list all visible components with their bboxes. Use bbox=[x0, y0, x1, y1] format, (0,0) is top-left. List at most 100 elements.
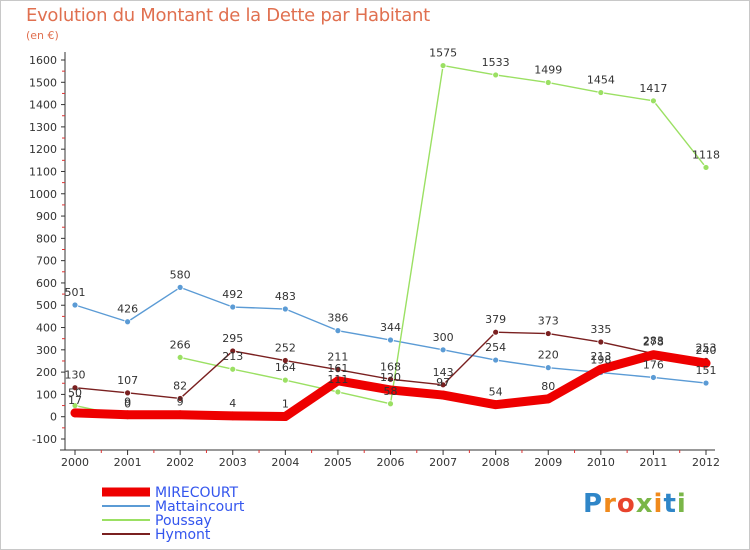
data-label-mattaincourt: 501 bbox=[65, 286, 86, 299]
data-label-poussay: 164 bbox=[275, 361, 296, 374]
data-label-hymont: 168 bbox=[380, 360, 401, 373]
chart-subtitle: (en €) bbox=[26, 29, 59, 42]
data-label-hymont: 82 bbox=[173, 379, 187, 392]
x-tick-label: 2010 bbox=[587, 456, 615, 469]
data-label-hymont: 252 bbox=[275, 342, 296, 355]
data-label-hymont: 295 bbox=[222, 332, 243, 345]
x-tick-label: 2003 bbox=[219, 456, 247, 469]
y-tick-label: 1600 bbox=[29, 54, 57, 67]
data-label-mirecourt: 1 bbox=[282, 397, 289, 410]
data-point-mirecourt bbox=[175, 410, 185, 420]
data-point-poussay bbox=[281, 376, 289, 384]
y-tick-label: 1000 bbox=[29, 188, 57, 201]
data-point-mirecourt bbox=[438, 390, 448, 400]
data-label-poussay: 1575 bbox=[429, 47, 457, 60]
x-tick-label: 2007 bbox=[429, 456, 457, 469]
data-point-mattaincourt bbox=[650, 374, 657, 381]
data-label-poussay: 1499 bbox=[534, 64, 562, 77]
y-tick-label: 500 bbox=[36, 299, 57, 312]
x-tick-label: 2011 bbox=[639, 456, 667, 469]
data-point-mirecourt bbox=[701, 358, 711, 368]
data-label-poussay: 213 bbox=[222, 350, 243, 363]
y-tick-label: 800 bbox=[36, 232, 57, 245]
x-tick-label: 2002 bbox=[166, 456, 194, 469]
data-label-hymont: 379 bbox=[485, 313, 506, 326]
data-label-mattaincourt: 176 bbox=[643, 358, 664, 371]
data-point-mattaincourt bbox=[229, 303, 237, 311]
data-label-hymont: 335 bbox=[590, 323, 611, 336]
data-point-mattaincourt bbox=[124, 318, 131, 326]
y-tick-label: 100 bbox=[36, 388, 57, 401]
y-tick-label: 1200 bbox=[29, 143, 57, 156]
y-tick-label: -100 bbox=[32, 433, 57, 446]
data-label-mirecourt: 161 bbox=[327, 362, 348, 375]
data-label-hymont: 107 bbox=[117, 374, 138, 387]
data-label-poussay: 50 bbox=[68, 387, 82, 400]
x-tick-label: 2000 bbox=[61, 456, 89, 469]
data-label-hymont: 373 bbox=[538, 315, 559, 328]
data-label-mattaincourt: 254 bbox=[485, 341, 506, 354]
y-tick-label: 200 bbox=[36, 366, 57, 379]
data-label-mirecourt: 213 bbox=[590, 350, 611, 363]
y-tick-label: 1300 bbox=[29, 121, 57, 134]
data-label-hymont: 253 bbox=[696, 341, 717, 354]
x-tick-label: 2006 bbox=[377, 456, 405, 469]
data-label-mattaincourt: 220 bbox=[538, 349, 559, 362]
logo-letter: i bbox=[676, 489, 687, 519]
x-tick-label: 2012 bbox=[692, 456, 720, 469]
data-label-mirecourt: 9 bbox=[177, 396, 184, 409]
logo-letter: t bbox=[663, 489, 677, 519]
data-label-poussay: 1417 bbox=[639, 82, 667, 95]
data-label-mattaincourt: 151 bbox=[696, 364, 717, 377]
data-point-mattaincourt bbox=[176, 283, 184, 291]
logo-letter: P bbox=[583, 489, 604, 519]
proxiti-logo: Proxiti bbox=[583, 489, 687, 519]
data-point-mirecourt bbox=[543, 394, 553, 404]
data-label-mirecourt: 80 bbox=[541, 380, 555, 393]
x-tick-label: 2009 bbox=[534, 456, 562, 469]
y-tick-label: 300 bbox=[36, 344, 57, 357]
x-tick-label: 2001 bbox=[114, 456, 142, 469]
data-point-mirecourt bbox=[491, 400, 501, 410]
data-point-hymont bbox=[597, 338, 605, 346]
data-label-poussay: 58 bbox=[384, 385, 398, 398]
data-point-mattaincourt bbox=[439, 346, 447, 354]
data-point-hymont bbox=[71, 384, 79, 392]
y-tick-label: 1400 bbox=[29, 99, 57, 112]
x-tick-label: 2008 bbox=[482, 456, 510, 469]
legend-label-mirecourt: MIRECOURT bbox=[155, 485, 239, 501]
data-point-poussay bbox=[544, 79, 552, 86]
logo-letter: i bbox=[653, 489, 664, 519]
data-point-mirecourt bbox=[333, 376, 343, 386]
y-tick-label: 1500 bbox=[29, 76, 57, 89]
data-point-poussay bbox=[334, 388, 342, 396]
data-point-mirecourt bbox=[596, 364, 606, 374]
data-label-poussay: 1118 bbox=[692, 148, 720, 161]
data-label-mattaincourt: 300 bbox=[433, 331, 454, 344]
data-label-mirecourt: 240 bbox=[696, 344, 717, 357]
data-label-hymont: 283 bbox=[643, 335, 664, 348]
data-point-mirecourt bbox=[649, 350, 658, 360]
data-label-poussay: 111 bbox=[327, 373, 348, 386]
data-point-hymont bbox=[387, 375, 394, 383]
data-label-mattaincourt: 492 bbox=[222, 288, 243, 301]
data-point-mattaincourt bbox=[334, 327, 342, 335]
data-point-hymont bbox=[229, 347, 237, 355]
data-point-mattaincourt bbox=[702, 379, 710, 387]
x-tick-label: 2004 bbox=[271, 456, 299, 469]
legend-label-mattaincourt: Mattaincourt bbox=[155, 499, 245, 515]
legend-label-hymont: Hymont bbox=[155, 527, 211, 543]
data-point-hymont bbox=[334, 366, 342, 374]
data-label-poussay: 1454 bbox=[587, 74, 615, 87]
data-point-poussay bbox=[492, 71, 500, 79]
data-label-mattaincourt: 483 bbox=[275, 290, 296, 303]
chart-title: Evolution du Montant de la Dette par Hab… bbox=[26, 5, 430, 26]
y-tick-label: 600 bbox=[36, 277, 57, 290]
data-point-hymont bbox=[281, 357, 289, 364]
y-tick-label: 1100 bbox=[29, 165, 57, 178]
logo-letter: x bbox=[635, 489, 654, 519]
data-label-poussay: 266 bbox=[170, 338, 191, 351]
data-point-mattaincourt bbox=[281, 305, 289, 313]
data-point-hymont bbox=[544, 330, 552, 337]
